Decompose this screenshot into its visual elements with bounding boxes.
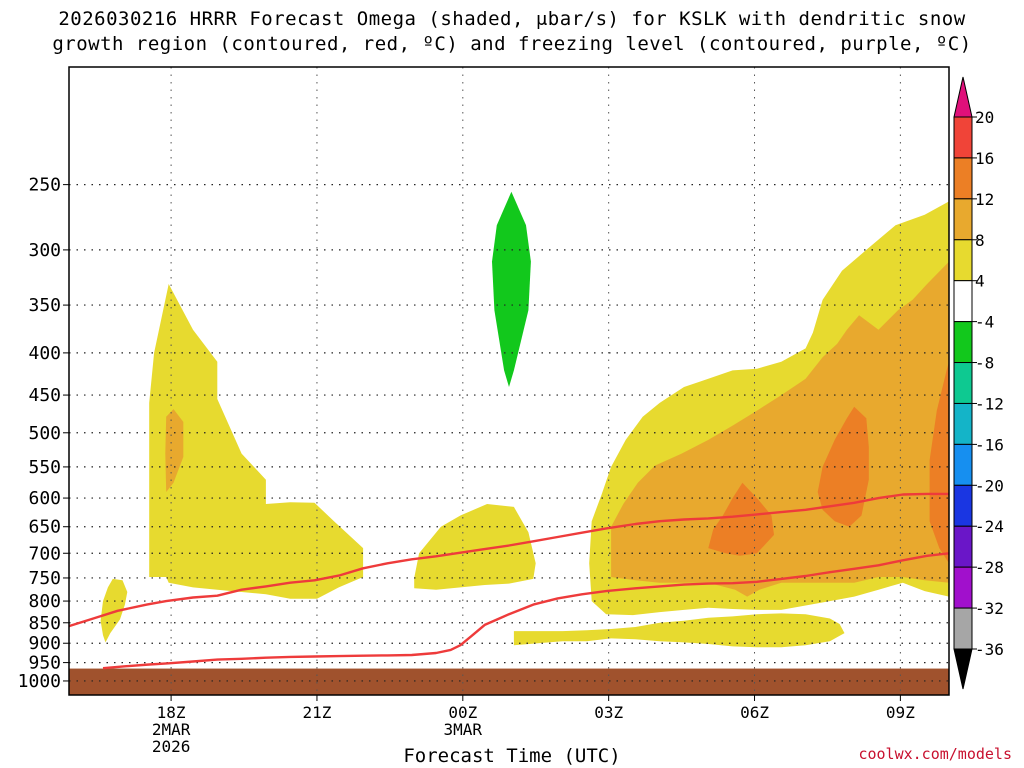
y-tick-label: 650	[28, 517, 61, 538]
colorbar-label: -24	[975, 517, 1004, 536]
omega-region-4	[492, 191, 531, 387]
y-axis: 2503003504004505005506006507007508008509…	[18, 175, 69, 692]
chart-title-line-2: growth region (contoured, red, ºC) and f…	[52, 33, 972, 55]
terrain-fill	[69, 668, 949, 695]
colorbar-label: -20	[975, 476, 1004, 495]
colorbar-label: 16	[975, 149, 994, 168]
chart-title-line-1: 2026030216 HRRR Forecast Omega (shaded, …	[58, 8, 966, 30]
y-tick-label: 900	[28, 633, 61, 654]
colorbar-label: -36	[975, 640, 1004, 659]
colorbar-label: -12	[975, 394, 1004, 413]
colorbar-bin	[953, 566, 973, 609]
colorbar-label: -16	[975, 435, 1004, 454]
x-tick-label: 00Z	[448, 703, 477, 722]
x-tick-label: 18Z	[157, 703, 186, 722]
y-tick-label: 550	[28, 457, 61, 478]
y-tick-label: 300	[28, 240, 61, 261]
colorbar-bin	[953, 525, 973, 568]
colorbar-label: -28	[975, 558, 1004, 577]
colorbar-bin	[953, 280, 973, 323]
plot-frame	[68, 66, 950, 696]
colorbar-label: 8	[975, 231, 985, 250]
colorbar-label: -32	[975, 599, 1004, 618]
dgz-contour-layer	[69, 492, 949, 670]
y-tick-label: 700	[28, 543, 61, 564]
colorbar: 20 16 12 8 4 -4 -8 -12 -16 -20 -24 -28 -32 -36	[953, 76, 1004, 690]
y-tick-label: 450	[28, 385, 61, 406]
omega-region-10	[929, 361, 949, 564]
omega-region-8	[708, 482, 774, 556]
colorbar-label: -8	[975, 354, 994, 373]
omega-region-7	[611, 261, 949, 597]
terrain-layer	[69, 668, 949, 695]
dgz-contour-1	[102, 552, 949, 670]
y-tick-label: 750	[28, 568, 61, 589]
y-tick-label: 950	[28, 653, 61, 674]
x-tick-label: 3MAR	[444, 720, 483, 739]
colorbar-bin	[953, 443, 973, 486]
omega-region-1	[149, 284, 364, 599]
y-tick-label: 600	[28, 488, 61, 509]
colorbar-bottom-arrow	[953, 648, 973, 690]
x-tick-label: 03Z	[594, 703, 623, 722]
y-tick-label: 1000	[18, 671, 61, 692]
colorbar-top-arrow	[953, 76, 973, 118]
x-tick-label: 09Z	[886, 703, 915, 722]
colorbar-bin	[953, 116, 973, 159]
omega-region-5	[513, 613, 845, 648]
omega-region-9	[817, 406, 869, 527]
x-tick-label: 21Z	[303, 703, 332, 722]
colorbar-bin	[953, 402, 973, 445]
colorbar-bin	[953, 607, 973, 650]
dgz-contour-0	[69, 492, 949, 628]
y-tick-label: 350	[28, 295, 61, 316]
colorbar-bin	[953, 157, 973, 200]
colorbar-label: 4	[975, 272, 985, 291]
omega-region-0	[100, 578, 128, 643]
colorbar-bin	[953, 321, 973, 364]
omega-shading-layer	[100, 191, 949, 648]
colorbar-bin	[953, 198, 973, 241]
colorbar-label: 12	[975, 190, 994, 209]
omega-region-3	[414, 504, 536, 590]
y-tick-label: 850	[28, 613, 61, 634]
y-tick-label: 800	[28, 591, 61, 612]
omega-region-2	[165, 409, 184, 492]
x-tick-label: 2MAR	[152, 720, 191, 739]
colorbar-bin	[953, 484, 973, 527]
colorbar-bin	[953, 362, 973, 404]
colorbar-label: 20	[975, 108, 994, 127]
x-tick-label: 06Z	[740, 703, 769, 722]
x-axis-label: Forecast Time (UTC)	[403, 745, 621, 767]
y-tick-label: 400	[28, 343, 61, 364]
colorbar-label: -4	[975, 313, 994, 332]
colorbar-bin	[953, 239, 973, 282]
y-tick-label: 500	[28, 423, 61, 444]
credit-link[interactable]: coolwx.com/models	[858, 745, 1012, 763]
x-tick-label: 2026	[152, 737, 191, 756]
y-tick-label: 250	[28, 175, 61, 196]
